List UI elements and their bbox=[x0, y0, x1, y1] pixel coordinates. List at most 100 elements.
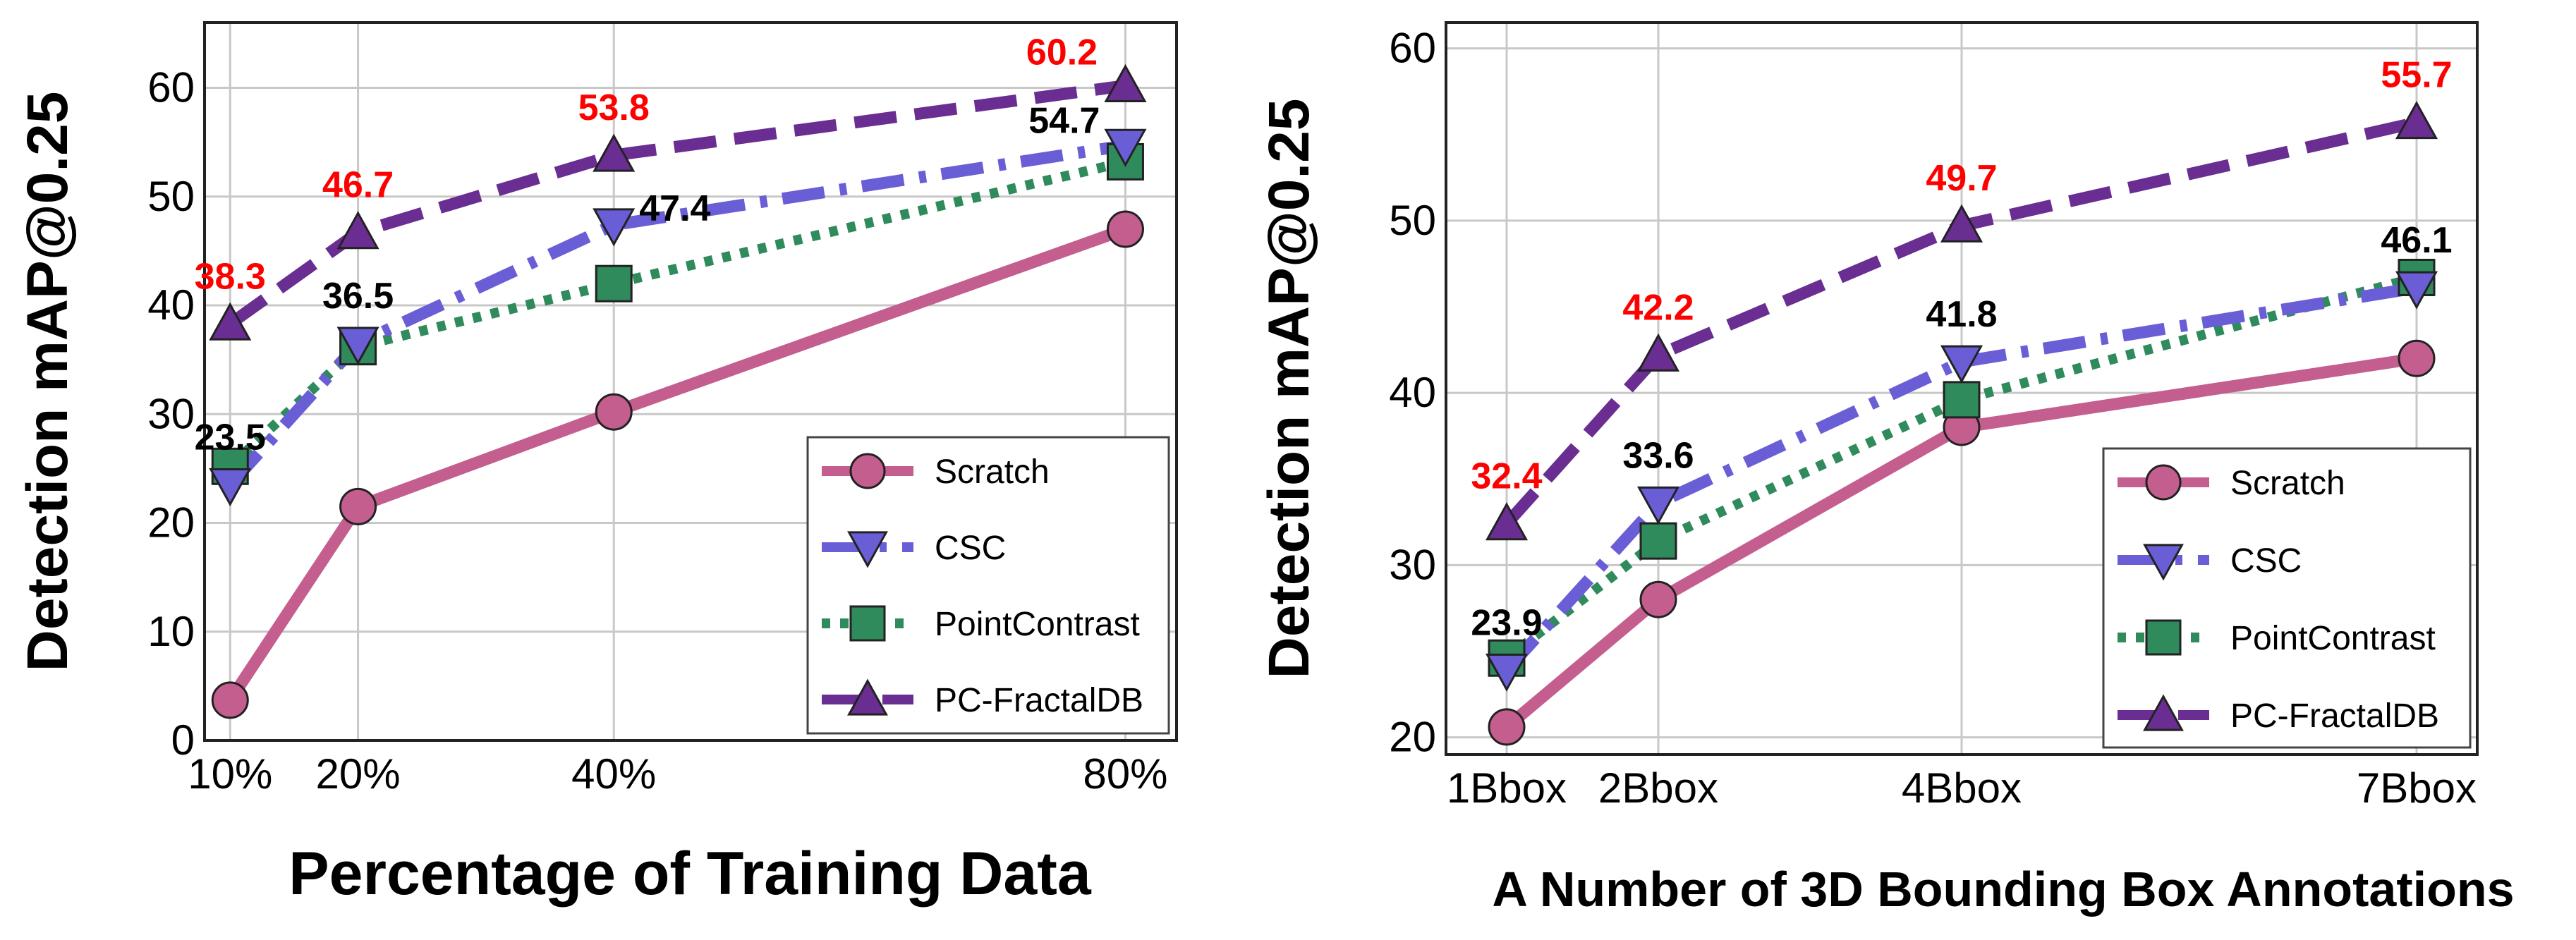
left-plot-frame bbox=[203, 21, 1178, 742]
right-legend-label-pc-fractaldb: PC-FractalDB bbox=[2230, 697, 2439, 735]
left-data-label: 53.8 bbox=[578, 87, 650, 128]
chart-right-svg: 20 30 40 50 60 1Bbox 2Bbox 4Bbox 7Bbox Detection … bbox=[1257, 21, 2515, 917]
left-ytick-label: 50 bbox=[147, 173, 195, 220]
right-legend-marker-pc-fractaldb bbox=[2143, 694, 2184, 731]
right-point-pc-fractaldb bbox=[2395, 101, 2438, 140]
left-point-scratch bbox=[1106, 210, 1144, 248]
right-point-pointcontrast bbox=[1943, 381, 1981, 419]
left-legend: Scratch CSC PointContrast PC-FractalDB bbox=[806, 436, 1170, 735]
right-series-line-csc bbox=[1502, 281, 2418, 675]
left-data-label: 36.5 bbox=[322, 276, 394, 317]
left-point-scratch bbox=[595, 393, 633, 431]
left-ytick-label: 0 bbox=[171, 716, 195, 764]
right-xtick-label: 1Bbox bbox=[1447, 764, 1567, 812]
right-markers-csc bbox=[1485, 271, 2438, 692]
left-legend-marker-pointcontrast bbox=[849, 605, 886, 642]
right-xtick-label: 4Bbox bbox=[1902, 764, 2022, 812]
right-series-line-scratch bbox=[1502, 352, 2418, 732]
right-xtick-label: 7Bbox bbox=[2357, 764, 2477, 812]
left-xtick-label: 20% bbox=[316, 750, 401, 798]
right-markers-pc-fractaldb bbox=[1485, 101, 2438, 541]
right-data-label: 42.2 bbox=[1622, 287, 1694, 328]
left-data-label: 54.7 bbox=[1028, 100, 1100, 141]
right-point-pointcontrast bbox=[1639, 522, 1677, 560]
right-data-label: 46.1 bbox=[2381, 220, 2452, 261]
right-legend-marker-csc bbox=[2143, 544, 2184, 581]
left-point-csc bbox=[593, 208, 636, 247]
left-series-line-pc-fractaldb bbox=[226, 80, 1126, 329]
left-point-pc-fractaldb bbox=[209, 302, 252, 341]
left-series-line-csc bbox=[225, 139, 1126, 489]
left-ytick-label: 60 bbox=[147, 64, 195, 111]
left-ytick-label: 20 bbox=[147, 499, 195, 547]
left-data-label: 38.3 bbox=[195, 256, 266, 297]
left-markers-csc bbox=[209, 128, 1147, 507]
right-ytick-label: 50 bbox=[1389, 197, 1436, 244]
left-point-scratch bbox=[339, 487, 377, 525]
right-data-label: 41.8 bbox=[1926, 294, 1997, 335]
left-point-pc-fractaldb bbox=[1104, 63, 1147, 102]
left-series-line-pointcontrast bbox=[226, 157, 1127, 470]
right-legend-marker-scratch bbox=[2145, 464, 2182, 501]
left-x-axis-label: Percentage of Training Data bbox=[288, 840, 1092, 908]
right-plot-frame bbox=[1445, 21, 2479, 756]
right-data-label: 33.6 bbox=[1622, 435, 1694, 476]
left-legend-label-scratch: Scratch bbox=[935, 453, 1050, 491]
right-point-pc-fractaldb bbox=[1940, 204, 1983, 243]
left-data-label: 47.4 bbox=[639, 188, 710, 229]
left-legend-marker-pc-fractaldb bbox=[847, 678, 888, 716]
right-data-label: 55.7 bbox=[2381, 55, 2452, 96]
left-point-csc bbox=[209, 468, 252, 507]
right-legend-label-pointcontrast: PointContrast bbox=[2230, 620, 2436, 657]
left-data-label: 46.7 bbox=[322, 165, 394, 206]
right-y-axis-label: Detection mAP@0.25 bbox=[1257, 99, 1321, 679]
right-data-label: 23.9 bbox=[1471, 602, 1542, 643]
left-data-label: 60.2 bbox=[1026, 32, 1098, 73]
chart-left-svg: 0 10 20 30 40 50 60 10% 20% 40% 80% Detection mAP@0… bbox=[16, 21, 1178, 908]
right-point-scratch bbox=[2398, 339, 2436, 377]
left-y-axis-label: Detection mAP@0.25 bbox=[16, 92, 80, 672]
right-markers-scratch bbox=[1488, 339, 2436, 746]
left-legend-marker-csc bbox=[847, 531, 888, 568]
left-legend-marker-scratch bbox=[849, 453, 886, 489]
left-point-pc-fractaldb bbox=[336, 211, 379, 250]
right-ytick-label: 20 bbox=[1389, 714, 1436, 761]
right-legend-marker-pointcontrast bbox=[2145, 619, 2182, 656]
left-ytick-label: 40 bbox=[147, 281, 195, 329]
left-point-csc bbox=[336, 326, 379, 365]
right-legend-label-csc: CSC bbox=[2230, 542, 2302, 580]
right-point-pc-fractaldb bbox=[1636, 333, 1680, 372]
right-point-pc-fractaldb bbox=[1485, 502, 1529, 541]
chart-right: 20 30 40 50 60 1Bbox 2Bbox 4Bbox 7Bbox Detection … bbox=[1241, 0, 2576, 940]
right-point-scratch bbox=[1639, 580, 1677, 618]
right-point-csc bbox=[1485, 653, 1529, 692]
right-data-label: 49.7 bbox=[1926, 158, 1997, 199]
right-point-csc bbox=[2395, 271, 2438, 310]
right-ytick-label: 30 bbox=[1389, 541, 1436, 588]
right-x-axis-label: A Number of 3D Bounding Box Annotations bbox=[1492, 862, 2514, 917]
left-markers-pc-fractaldb bbox=[209, 63, 1147, 341]
left-legend-label-pointcontrast: PointContrast bbox=[935, 606, 1140, 643]
right-xtick-label: 2Bbox bbox=[1598, 764, 1718, 812]
right-point-csc bbox=[1940, 345, 1983, 384]
left-point-scratch bbox=[211, 681, 249, 719]
left-data-label: 23.5 bbox=[195, 417, 266, 458]
left-ytick-label: 10 bbox=[147, 608, 195, 655]
left-xtick-label: 10% bbox=[188, 750, 272, 798]
left-xtick-label: 40% bbox=[571, 750, 656, 798]
right-data-label: 32.4 bbox=[1471, 456, 1542, 497]
right-series-line-pointcontrast bbox=[1503, 272, 2418, 662]
right-point-csc bbox=[1636, 486, 1680, 525]
left-series-line-scratch bbox=[225, 224, 1128, 704]
left-legend-label-csc: CSC bbox=[935, 530, 1006, 567]
left-ytick-label: 30 bbox=[147, 390, 195, 437]
right-legend: Scratch CSC PointContrast PC-FractalDB bbox=[2102, 447, 2472, 749]
chart-left: 0 10 20 30 40 50 60 10% 20% 40% 80% Detection mAP@0… bbox=[0, 0, 1199, 940]
right-point-scratch bbox=[1488, 708, 1526, 746]
right-legend-label-scratch: Scratch bbox=[2230, 465, 2345, 502]
left-xtick-label: 80% bbox=[1083, 750, 1167, 798]
left-legend-label-pc-fractaldb: PC-FractalDB bbox=[935, 682, 1143, 719]
right-ytick-label: 60 bbox=[1389, 25, 1436, 72]
left-point-pointcontrast bbox=[595, 264, 633, 303]
left-markers-scratch bbox=[211, 210, 1144, 719]
